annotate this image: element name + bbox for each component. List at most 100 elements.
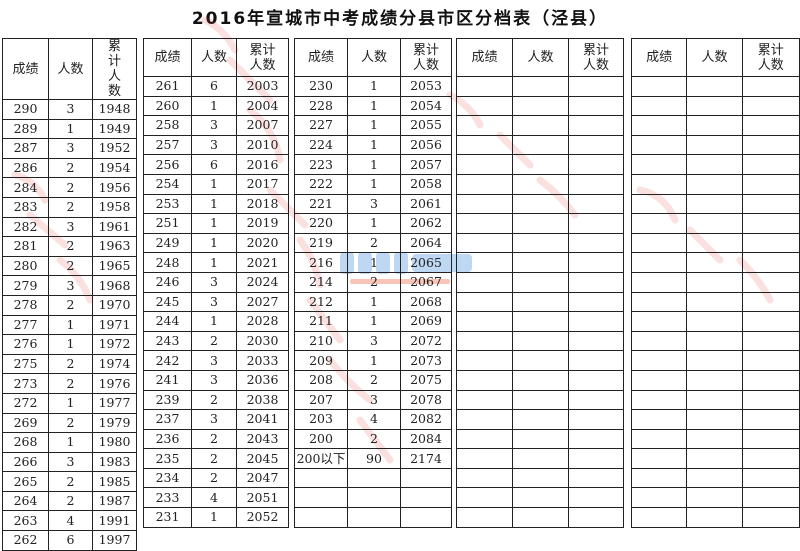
score-cell: 214 xyxy=(294,271,348,293)
cumulative-cell xyxy=(568,173,624,195)
count-cell: 1 xyxy=(347,76,401,97)
cumulative-cell xyxy=(568,467,624,489)
score-cell: 273 xyxy=(2,373,49,394)
score-cell: 228 xyxy=(294,95,348,117)
score-cell: 219 xyxy=(294,232,348,254)
cumulative-cell: 2065 xyxy=(400,252,452,273)
score-cell xyxy=(294,467,348,489)
count-cell xyxy=(686,448,743,469)
table-row: 200 2 2084 xyxy=(294,428,452,450)
score-cell xyxy=(456,350,513,371)
table-row: 278 2 1970 xyxy=(2,294,137,316)
count-cell xyxy=(686,252,743,273)
count-cell xyxy=(686,95,743,117)
score-cell: 284 xyxy=(2,177,49,198)
cumulative-cell: 2033 xyxy=(236,350,289,371)
cumulative-cell: 2017 xyxy=(236,173,289,195)
count-cell xyxy=(512,350,569,371)
score-cell: 227 xyxy=(294,115,348,136)
count-cell: 4 xyxy=(191,487,237,509)
table-row: 233 4 2051 xyxy=(143,487,289,509)
table-row: 221 3 2061 xyxy=(294,193,452,215)
score-cell: 272 xyxy=(2,392,49,414)
cumulative-cell: 1980 xyxy=(92,432,137,453)
score-cell xyxy=(456,311,513,332)
cumulative-cell xyxy=(741,76,800,97)
count-cell: 2 xyxy=(191,448,237,469)
score-cell: 235 xyxy=(143,448,192,469)
header-row: 成绩 人数 累计人数 xyxy=(294,38,452,77)
cumulative-cell xyxy=(741,232,800,254)
table-row xyxy=(630,350,800,371)
table-row: 208 2 2075 xyxy=(294,369,452,391)
score-cell: 209 xyxy=(294,350,348,371)
cumulative-cell xyxy=(568,350,624,371)
score-cell xyxy=(456,193,513,215)
score-cell xyxy=(294,507,348,528)
table-row xyxy=(456,115,624,136)
cumulative-cell: 2068 xyxy=(400,291,452,313)
score-header: 成绩 xyxy=(294,38,348,77)
table-row xyxy=(630,232,800,254)
table-row xyxy=(456,350,624,371)
count-cell xyxy=(512,95,569,117)
score-cell: 221 xyxy=(294,193,348,215)
cumulative-cell: 2016 xyxy=(236,154,289,175)
cumulative-cell: 2062 xyxy=(400,213,452,234)
table-row: 222 1 2058 xyxy=(294,173,452,195)
cumulative-cell xyxy=(741,115,800,136)
cumulative-cell xyxy=(568,507,624,528)
count-cell: 2 xyxy=(347,232,401,254)
score-cell: 244 xyxy=(143,311,192,332)
count-cell: 2 xyxy=(191,330,237,352)
table-row: 219 2 2064 xyxy=(294,232,452,254)
count-header: 人数 xyxy=(686,38,743,77)
count-cell xyxy=(512,487,569,509)
count-cell: 1 xyxy=(191,311,237,332)
count-header: 人数 xyxy=(512,38,569,77)
table-row xyxy=(630,134,800,156)
score-cell: 257 xyxy=(143,134,192,156)
header-row: 成绩 人数 累计人数 xyxy=(630,38,800,77)
count-cell xyxy=(512,330,569,352)
score-cell: 236 xyxy=(143,428,192,450)
cumulative-cell xyxy=(741,369,800,391)
cumulative-cell: 2055 xyxy=(400,115,452,136)
table-row: 262 6 1997 xyxy=(2,530,137,551)
table-row: 276 1 1972 xyxy=(2,334,137,355)
score-cell xyxy=(630,291,688,313)
table-row xyxy=(456,389,624,411)
score-cell: 275 xyxy=(2,353,49,375)
score-table-block-5: 成绩 人数 累计人数 xyxy=(630,38,800,528)
count-cell xyxy=(686,154,743,175)
score-cell: 281 xyxy=(2,236,49,257)
table-row: 256 6 2016 xyxy=(143,154,289,175)
count-cell xyxy=(686,173,743,195)
count-cell xyxy=(512,252,569,273)
table-row xyxy=(630,193,800,215)
score-cell xyxy=(456,173,513,195)
score-cell: 200以下 xyxy=(294,448,348,469)
cumulative-cell: 1965 xyxy=(92,255,137,277)
count-cell: 2 xyxy=(48,157,93,179)
table-row: 283 2 1958 xyxy=(2,196,137,218)
count-cell xyxy=(686,467,743,489)
count-cell xyxy=(512,213,569,234)
score-cell: 283 xyxy=(2,196,49,218)
table-row xyxy=(630,409,800,430)
table-row xyxy=(630,213,800,234)
cumulative-cell: 2069 xyxy=(400,311,452,332)
score-cell xyxy=(630,487,688,509)
cumulative-cell xyxy=(741,389,800,411)
cumulative-cell: 1948 xyxy=(92,99,137,120)
score-cell: 253 xyxy=(143,193,192,215)
table-row: 248 1 2021 xyxy=(143,252,289,273)
count-cell xyxy=(686,271,743,293)
table-row xyxy=(456,252,624,273)
count-cell: 1 xyxy=(191,232,237,254)
table-row: 277 1 1971 xyxy=(2,314,137,336)
table-row xyxy=(456,507,624,528)
cumulative-header: 累计人数 xyxy=(568,38,624,77)
cumulative-cell: 2038 xyxy=(236,389,289,411)
table-row xyxy=(456,487,624,509)
